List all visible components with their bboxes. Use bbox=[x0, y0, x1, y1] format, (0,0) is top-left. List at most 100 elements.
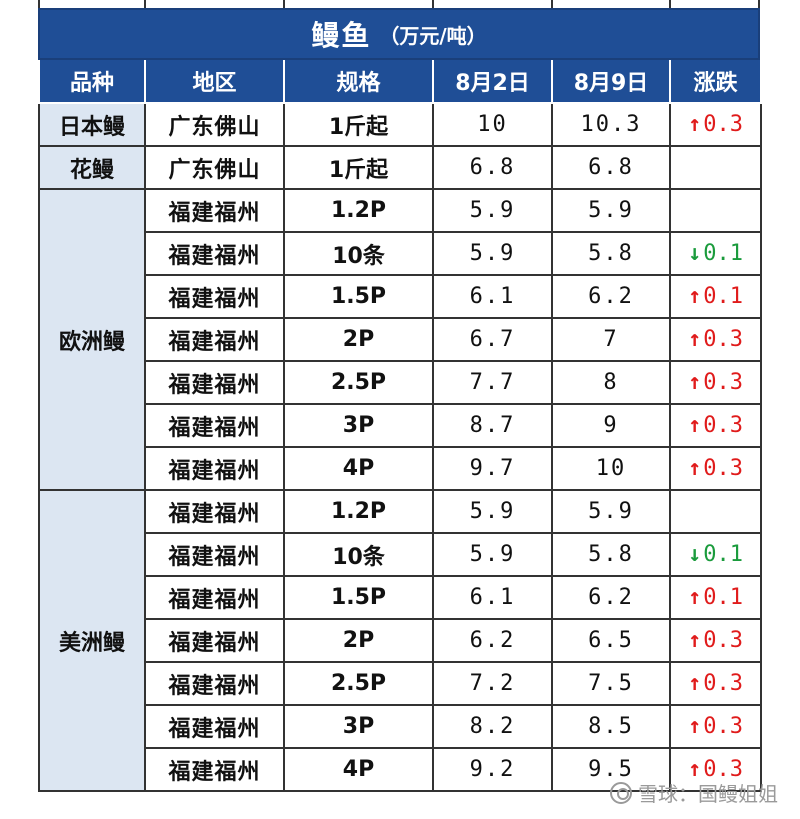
arrow-up-icon: ↑ bbox=[688, 327, 702, 352]
price-down: ↓0.1 bbox=[688, 241, 743, 266]
region-cell: 福建福州 bbox=[144, 532, 285, 577]
title-unit: （万元/吨） bbox=[379, 23, 487, 48]
aug9-price-cell: 10.3 bbox=[551, 102, 671, 147]
price-up: ↑0.3 bbox=[688, 327, 743, 352]
price-up: ↑0.3 bbox=[688, 112, 743, 137]
price-up: ↑0.3 bbox=[688, 628, 743, 653]
table-row: 福建福州 2.5P 7.2 7.5 ↑0.3 bbox=[39, 661, 762, 706]
spec-cell: 10条 bbox=[283, 231, 434, 276]
aug2-price-cell: 9.2 bbox=[432, 747, 553, 792]
change-value: 0.3 bbox=[703, 456, 743, 481]
aug2-price-cell: 10 bbox=[432, 102, 553, 147]
change-cell: ↑0.3 bbox=[669, 403, 762, 448]
header-row: 品种 地区 规格 8月2日 8月9日 涨跌 bbox=[38, 60, 762, 104]
title-bar: 鳗鱼 （万元/吨） bbox=[38, 8, 760, 60]
change-value: 0.1 bbox=[703, 585, 743, 610]
table-row: 福建福州 10条 5.9 5.8 ↓0.1 bbox=[39, 532, 762, 577]
header-change: 涨跌 bbox=[669, 60, 762, 104]
change-value: 0.3 bbox=[703, 327, 743, 352]
price-up: ↑0.3 bbox=[688, 413, 743, 438]
table-row: 福建福州 10条 5.9 5.8 ↓0.1 bbox=[39, 231, 762, 276]
table-row: 福建福州 2.5P 7.7 8 ↑0.3 bbox=[39, 360, 762, 405]
aug9-price-cell: 7 bbox=[551, 317, 671, 362]
arrow-up-icon: ↑ bbox=[688, 112, 702, 137]
change-cell: ↑0.3 bbox=[669, 446, 762, 491]
change-cell bbox=[669, 188, 762, 233]
spec-cell: 1.2P bbox=[283, 188, 434, 233]
arrow-up-icon: ↑ bbox=[688, 757, 702, 782]
header-variety: 品种 bbox=[38, 60, 146, 104]
region-cell: 福建福州 bbox=[144, 274, 285, 319]
change-value: 0.3 bbox=[703, 413, 743, 438]
spec-cell: 4P bbox=[283, 446, 434, 491]
aug2-price-cell: 7.2 bbox=[432, 661, 553, 706]
page-title: 鳗鱼 bbox=[311, 19, 372, 52]
change-cell: ↓0.1 bbox=[669, 231, 762, 276]
spec-cell: 2.5P bbox=[283, 661, 434, 706]
region-cell: 福建福州 bbox=[144, 747, 285, 792]
region-cell: 福建福州 bbox=[144, 403, 285, 448]
table-row: 美洲鳗 福建福州 1.2P 5.9 5.9 bbox=[38, 489, 762, 792]
region-cell: 广东佛山 bbox=[144, 102, 285, 147]
price-table: 品种 地区 规格 8月2日 8月9日 涨跌 日本鳗 广东佛山 1斤起 10 10.3 ↑0… bbox=[38, 60, 762, 792]
change-value: 0.3 bbox=[703, 714, 743, 739]
change-cell: ↑0.3 bbox=[669, 661, 762, 706]
change-cell bbox=[669, 489, 762, 534]
xueqiu-logo-icon bbox=[610, 781, 632, 804]
table-row: 花鳗 广东佛山 1斤起 6.8 6.8 bbox=[38, 145, 762, 190]
change-value: 0.3 bbox=[703, 112, 743, 137]
price-sheet: 鳗鱼 （万元/吨） 品种 地区 规格 8月2日 8月9日 涨跌 日本鳗 广东佛山 1… bbox=[38, 8, 762, 792]
arrow-up-icon: ↑ bbox=[688, 456, 702, 481]
header-spec: 规格 bbox=[283, 60, 434, 104]
price-up: ↑0.3 bbox=[688, 456, 743, 481]
spec-cell: 3P bbox=[283, 704, 434, 749]
table-row: 福建福州 3P 8.7 9 ↑0.3 bbox=[39, 403, 762, 448]
region-cell: 福建福州 bbox=[144, 231, 285, 276]
table-row: 福建福州 3P 8.2 8.5 ↑0.3 bbox=[39, 704, 762, 749]
aug2-price-cell: 6.7 bbox=[432, 317, 553, 362]
change-cell: ↑0.3 bbox=[669, 704, 762, 749]
spec-cell: 3P bbox=[283, 403, 434, 448]
aug2-price-cell: 5.9 bbox=[432, 188, 553, 233]
aug2-price-cell: 5.9 bbox=[432, 231, 553, 276]
aug9-price-cell: 10 bbox=[551, 446, 671, 491]
change-cell: ↑0.3 bbox=[669, 618, 762, 663]
price-up: ↑0.3 bbox=[688, 714, 743, 739]
change-cell: ↑0.3 bbox=[669, 102, 762, 147]
spec-cell: 1.5P bbox=[283, 575, 434, 620]
table-row: 福建福州 1.5P 6.1 6.2 ↑0.1 bbox=[39, 274, 762, 319]
change-value: 0.1 bbox=[703, 284, 743, 309]
change-cell: ↑0.1 bbox=[669, 274, 762, 319]
arrow-down-icon: ↓ bbox=[688, 241, 702, 266]
credit: 雪球：国鳗姐姐 bbox=[610, 778, 778, 807]
change-cell: ↓0.1 bbox=[669, 532, 762, 577]
price-up: ↑0.3 bbox=[688, 370, 743, 395]
change-cell bbox=[669, 145, 762, 190]
change-value: 0.3 bbox=[703, 757, 743, 782]
arrow-down-icon: ↓ bbox=[688, 542, 702, 567]
table-row: 福建福州 4P 9.7 10 ↑0.3 bbox=[39, 446, 762, 491]
region-cell: 福建福州 bbox=[144, 618, 285, 663]
spec-cell: 1斤起 bbox=[283, 145, 434, 190]
region-cell: 福建福州 bbox=[144, 661, 285, 706]
change-value: 0.1 bbox=[703, 542, 743, 567]
aug9-price-cell: 8 bbox=[551, 360, 671, 405]
table-row: 福建福州 2P 6.7 7 ↑0.3 bbox=[39, 317, 762, 362]
change-value: 0.1 bbox=[703, 241, 743, 266]
arrow-up-icon: ↑ bbox=[688, 628, 702, 653]
arrow-up-icon: ↑ bbox=[688, 714, 702, 739]
aug9-price-cell: 5.9 bbox=[551, 489, 671, 534]
arrow-up-icon: ↑ bbox=[688, 585, 702, 610]
region-cell: 福建福州 bbox=[144, 489, 285, 534]
spec-cell: 10条 bbox=[283, 532, 434, 577]
spec-cell: 1斤起 bbox=[283, 102, 434, 147]
change-value: 0.3 bbox=[703, 671, 743, 696]
aug2-price-cell: 9.7 bbox=[432, 446, 553, 491]
spec-cell: 2P bbox=[283, 317, 434, 362]
price-up: ↑0.3 bbox=[688, 757, 743, 782]
region-cell: 福建福州 bbox=[144, 188, 285, 233]
header-aug2: 8月2日 bbox=[432, 60, 553, 104]
change-value: 0.3 bbox=[703, 370, 743, 395]
arrow-up-icon: ↑ bbox=[688, 671, 702, 696]
change-cell: ↑0.3 bbox=[669, 317, 762, 362]
